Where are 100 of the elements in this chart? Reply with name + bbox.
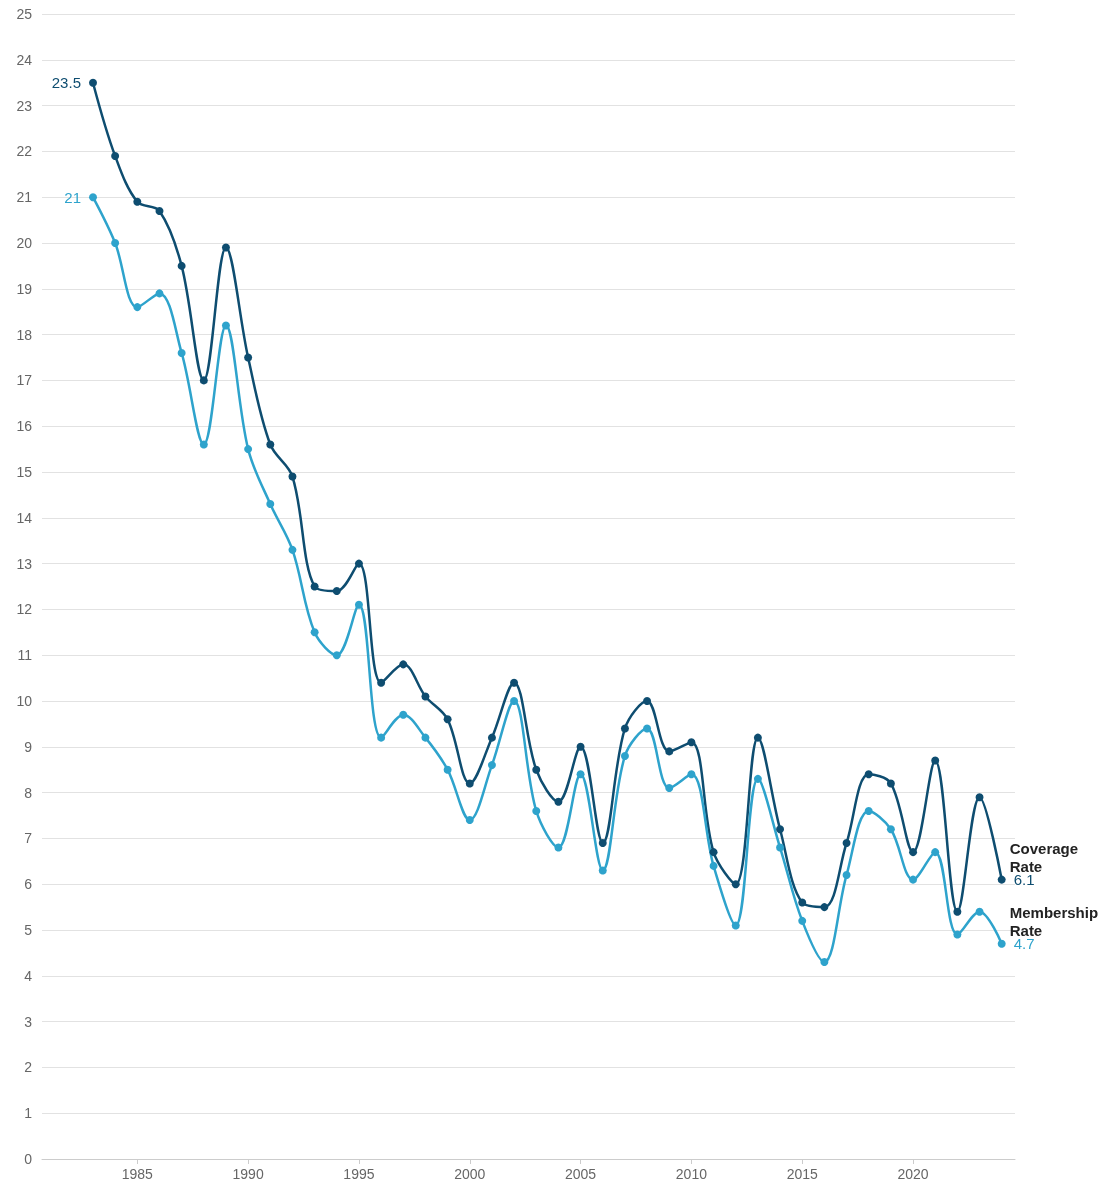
point — [953, 907, 962, 916]
point — [221, 321, 230, 330]
point — [354, 559, 363, 568]
point — [776, 825, 785, 834]
point — [909, 848, 918, 857]
point — [886, 825, 895, 834]
point — [177, 348, 186, 357]
point — [687, 738, 696, 747]
y-tick-label: 19 — [16, 280, 33, 297]
y-tick-label: 8 — [24, 784, 33, 801]
data-label: 23.5 — [51, 74, 81, 92]
point — [244, 445, 253, 454]
point — [798, 898, 807, 907]
point — [310, 628, 319, 637]
point — [421, 692, 430, 701]
point — [155, 206, 164, 215]
point — [532, 765, 541, 774]
point — [399, 660, 408, 669]
y-tick-label: 5 — [24, 922, 33, 938]
point — [820, 958, 829, 967]
point — [798, 916, 807, 925]
point — [643, 697, 652, 705]
y-tick-label: 17 — [16, 372, 33, 389]
y-tick-label: 1 — [24, 1105, 33, 1122]
point — [709, 848, 718, 857]
y-tick-label: 0 — [24, 1151, 33, 1167]
y-tick-label: 2 — [24, 1059, 33, 1076]
point — [88, 193, 97, 202]
point — [665, 747, 674, 756]
y-tick-label: 15 — [16, 464, 33, 480]
x-tick-label: 1985 — [121, 1166, 154, 1182]
y-tick-label: 16 — [16, 418, 33, 435]
point — [931, 756, 940, 765]
point — [532, 806, 541, 815]
point — [776, 843, 785, 852]
point — [155, 289, 164, 298]
y-tick-label: 12 — [16, 601, 33, 618]
point — [909, 875, 918, 884]
point — [288, 545, 297, 554]
point — [399, 710, 408, 719]
point — [753, 733, 762, 742]
point — [332, 651, 341, 660]
point — [554, 843, 563, 852]
point — [820, 903, 829, 912]
point — [864, 770, 873, 779]
point — [465, 779, 474, 788]
point — [177, 261, 186, 270]
y-tick-label: 23 — [16, 97, 33, 114]
point — [510, 678, 519, 687]
point — [975, 907, 984, 916]
point — [931, 848, 940, 857]
point — [598, 838, 607, 847]
point — [465, 816, 474, 825]
x-tick-label: 2010 — [675, 1166, 708, 1182]
point — [354, 600, 363, 609]
point — [133, 303, 142, 312]
point — [731, 880, 740, 889]
y-tick-label: 24 — [16, 51, 33, 68]
y-tick-label: 14 — [16, 509, 33, 526]
point — [510, 697, 519, 705]
x-tick-label: 2005 — [565, 1166, 597, 1182]
point — [620, 724, 629, 733]
y-tick-label: 9 — [24, 738, 33, 755]
x-tick-label: 2020 — [897, 1166, 929, 1182]
point — [953, 930, 962, 939]
point — [886, 779, 895, 788]
point — [88, 78, 97, 87]
point — [244, 353, 253, 362]
point — [975, 793, 984, 802]
point — [421, 733, 430, 742]
point — [443, 765, 452, 774]
y-tick-label: 21 — [16, 189, 33, 206]
point — [310, 582, 319, 591]
data-label: 21 — [64, 188, 81, 206]
point — [753, 774, 762, 783]
point — [266, 440, 275, 449]
point — [576, 770, 585, 779]
point — [731, 921, 740, 930]
point — [288, 472, 297, 481]
point — [266, 500, 275, 509]
point — [687, 770, 696, 779]
point — [709, 861, 718, 870]
y-tick-label: 4 — [24, 967, 33, 984]
point — [643, 724, 652, 733]
point — [221, 243, 230, 252]
x-tick-label: 1990 — [232, 1166, 264, 1182]
point — [554, 797, 563, 806]
y-tick-label: 20 — [16, 235, 33, 251]
y-tick-label: 3 — [24, 1013, 33, 1030]
point — [443, 715, 452, 724]
x-tick-label: 2015 — [786, 1166, 819, 1182]
y-tick-label: 13 — [16, 555, 33, 572]
point — [997, 875, 1006, 884]
y-tick-label: 6 — [24, 876, 33, 893]
point — [864, 806, 873, 815]
point — [133, 197, 142, 206]
point — [997, 939, 1006, 948]
point — [620, 751, 629, 760]
point — [665, 784, 674, 793]
point — [487, 761, 496, 770]
